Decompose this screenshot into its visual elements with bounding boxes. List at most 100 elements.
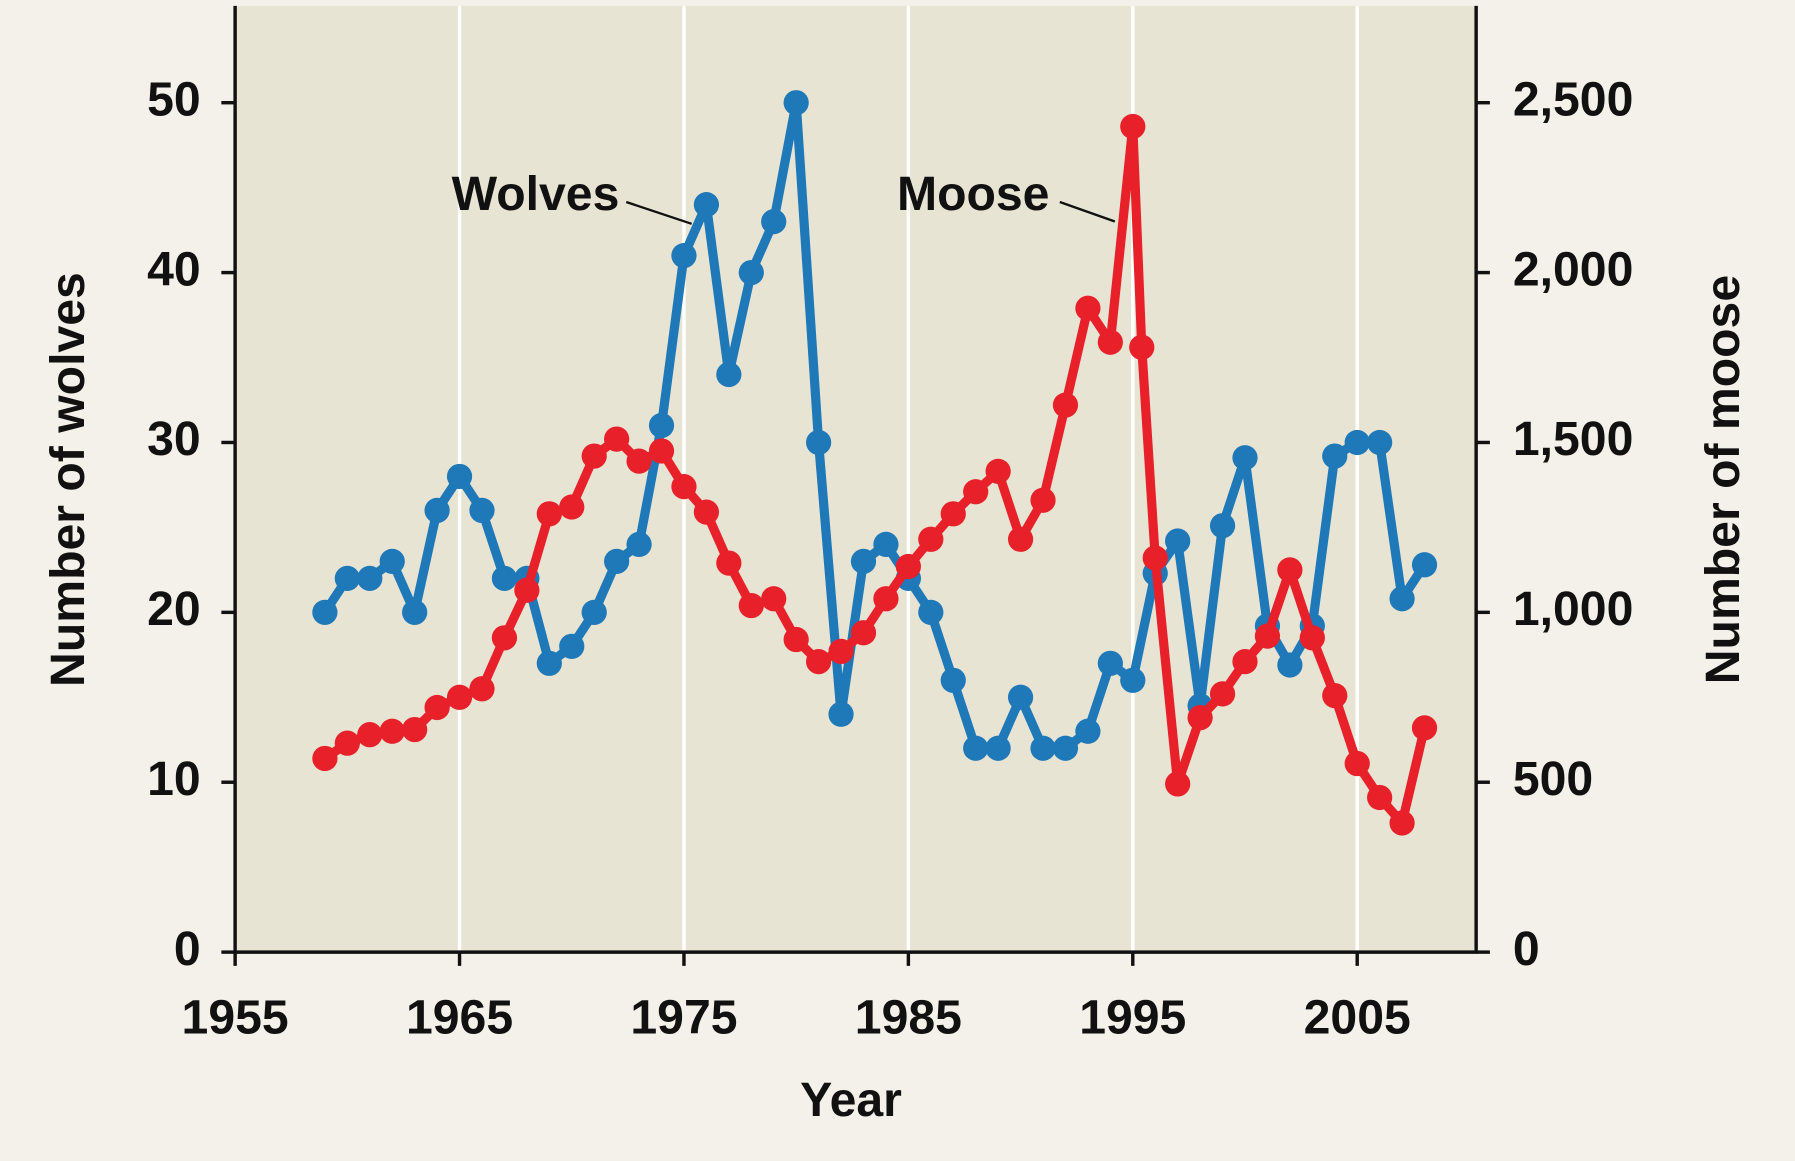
data-point xyxy=(963,735,989,761)
data-point xyxy=(1389,810,1415,836)
data-point xyxy=(1367,784,1393,811)
data-point xyxy=(536,501,562,527)
data-point xyxy=(357,722,383,748)
y2-tick-label: 2,500 xyxy=(1513,72,1634,126)
data-point xyxy=(1097,650,1123,676)
data-point xyxy=(1232,649,1258,675)
y2-tick-label: 2,000 xyxy=(1513,242,1634,296)
data-point xyxy=(1344,429,1370,456)
series xyxy=(312,90,1438,836)
data-point xyxy=(1322,682,1348,709)
data-point xyxy=(626,448,652,474)
data-point xyxy=(1232,445,1258,471)
data-point xyxy=(604,426,630,452)
data-point xyxy=(402,716,428,743)
data-point xyxy=(446,684,473,710)
y2-tick-label: 1,500 xyxy=(1513,412,1634,466)
y2-axis-label: Number of moose xyxy=(1696,275,1750,684)
data-point xyxy=(1367,429,1393,456)
y2-tick-label: 0 xyxy=(1513,922,1540,976)
data-point xyxy=(1254,623,1281,649)
data-point xyxy=(1052,735,1079,761)
data-point xyxy=(469,676,495,702)
data-point xyxy=(940,667,966,693)
data-point xyxy=(334,730,360,756)
y-tick-label: 50 xyxy=(147,72,201,126)
x-tick-label: 1965 xyxy=(406,991,513,1045)
data-point xyxy=(761,209,787,235)
y2-tick-label: 500 xyxy=(1513,752,1593,806)
data-point xyxy=(805,429,832,456)
annotation: Moose xyxy=(897,167,1050,221)
data-point xyxy=(559,494,585,520)
data-point xyxy=(1277,652,1303,678)
data-point xyxy=(648,438,675,464)
data-point xyxy=(985,735,1011,761)
data-point xyxy=(648,412,675,439)
x-tick-label: 2005 xyxy=(1304,991,1411,1045)
annotation-leader xyxy=(625,200,692,225)
data-point xyxy=(1052,392,1079,418)
data-point xyxy=(1165,771,1191,797)
data-point xyxy=(379,718,405,744)
data-point xyxy=(626,531,652,558)
data-point xyxy=(716,361,742,388)
data-point xyxy=(671,242,697,269)
data-point xyxy=(716,550,742,576)
data-point xyxy=(671,474,697,500)
data-point xyxy=(918,526,944,552)
data-point xyxy=(1277,557,1303,583)
x-tick-label: 1995 xyxy=(1079,991,1186,1045)
x-tick-label: 1985 xyxy=(855,991,962,1045)
data-point xyxy=(424,694,450,721)
data-point xyxy=(1187,705,1213,731)
data-point xyxy=(828,638,854,665)
y2-tick-label: 1,000 xyxy=(1513,582,1634,636)
data-point xyxy=(1299,625,1325,651)
data-point xyxy=(581,443,607,469)
y-axis-label: Number of wolves xyxy=(41,272,95,687)
data-point xyxy=(873,586,899,612)
data-point xyxy=(1097,329,1123,355)
data-point xyxy=(805,649,832,675)
data-point xyxy=(469,497,495,524)
data-point xyxy=(918,599,944,625)
data-point xyxy=(783,90,809,116)
x-axis-label: Year xyxy=(800,1073,902,1127)
data-point xyxy=(379,548,405,575)
data-point xyxy=(761,586,787,612)
data-point xyxy=(491,565,518,591)
y-tick-label: 0 xyxy=(174,922,201,976)
data-point xyxy=(1075,718,1101,744)
data-point xyxy=(446,463,473,490)
data-point xyxy=(402,599,428,625)
data-point xyxy=(1030,487,1056,513)
data-point xyxy=(850,620,877,646)
data-point xyxy=(1120,667,1146,693)
data-point xyxy=(693,499,720,525)
data-point xyxy=(334,565,360,591)
x-tick-label: 1975 xyxy=(630,991,737,1045)
data-point xyxy=(581,599,607,625)
data-point xyxy=(312,745,338,772)
plot-area xyxy=(235,5,1477,953)
annotation-leader xyxy=(1059,200,1116,223)
y-tick-label: 40 xyxy=(147,242,201,296)
data-point xyxy=(1411,715,1438,741)
data-point xyxy=(1411,552,1438,578)
data-point xyxy=(1389,586,1415,612)
data-point xyxy=(738,592,764,619)
annotation: Wolves xyxy=(452,167,620,221)
data-point xyxy=(1344,750,1370,777)
data-point xyxy=(850,548,877,575)
data-point xyxy=(963,479,989,505)
data-point xyxy=(828,701,854,727)
data-point xyxy=(985,458,1011,484)
data-point xyxy=(559,633,585,659)
y-tick-label: 20 xyxy=(147,582,201,636)
y-tick-label: 10 xyxy=(147,752,201,806)
data-point xyxy=(783,626,809,653)
data-point xyxy=(1007,684,1034,710)
data-point xyxy=(895,553,921,580)
